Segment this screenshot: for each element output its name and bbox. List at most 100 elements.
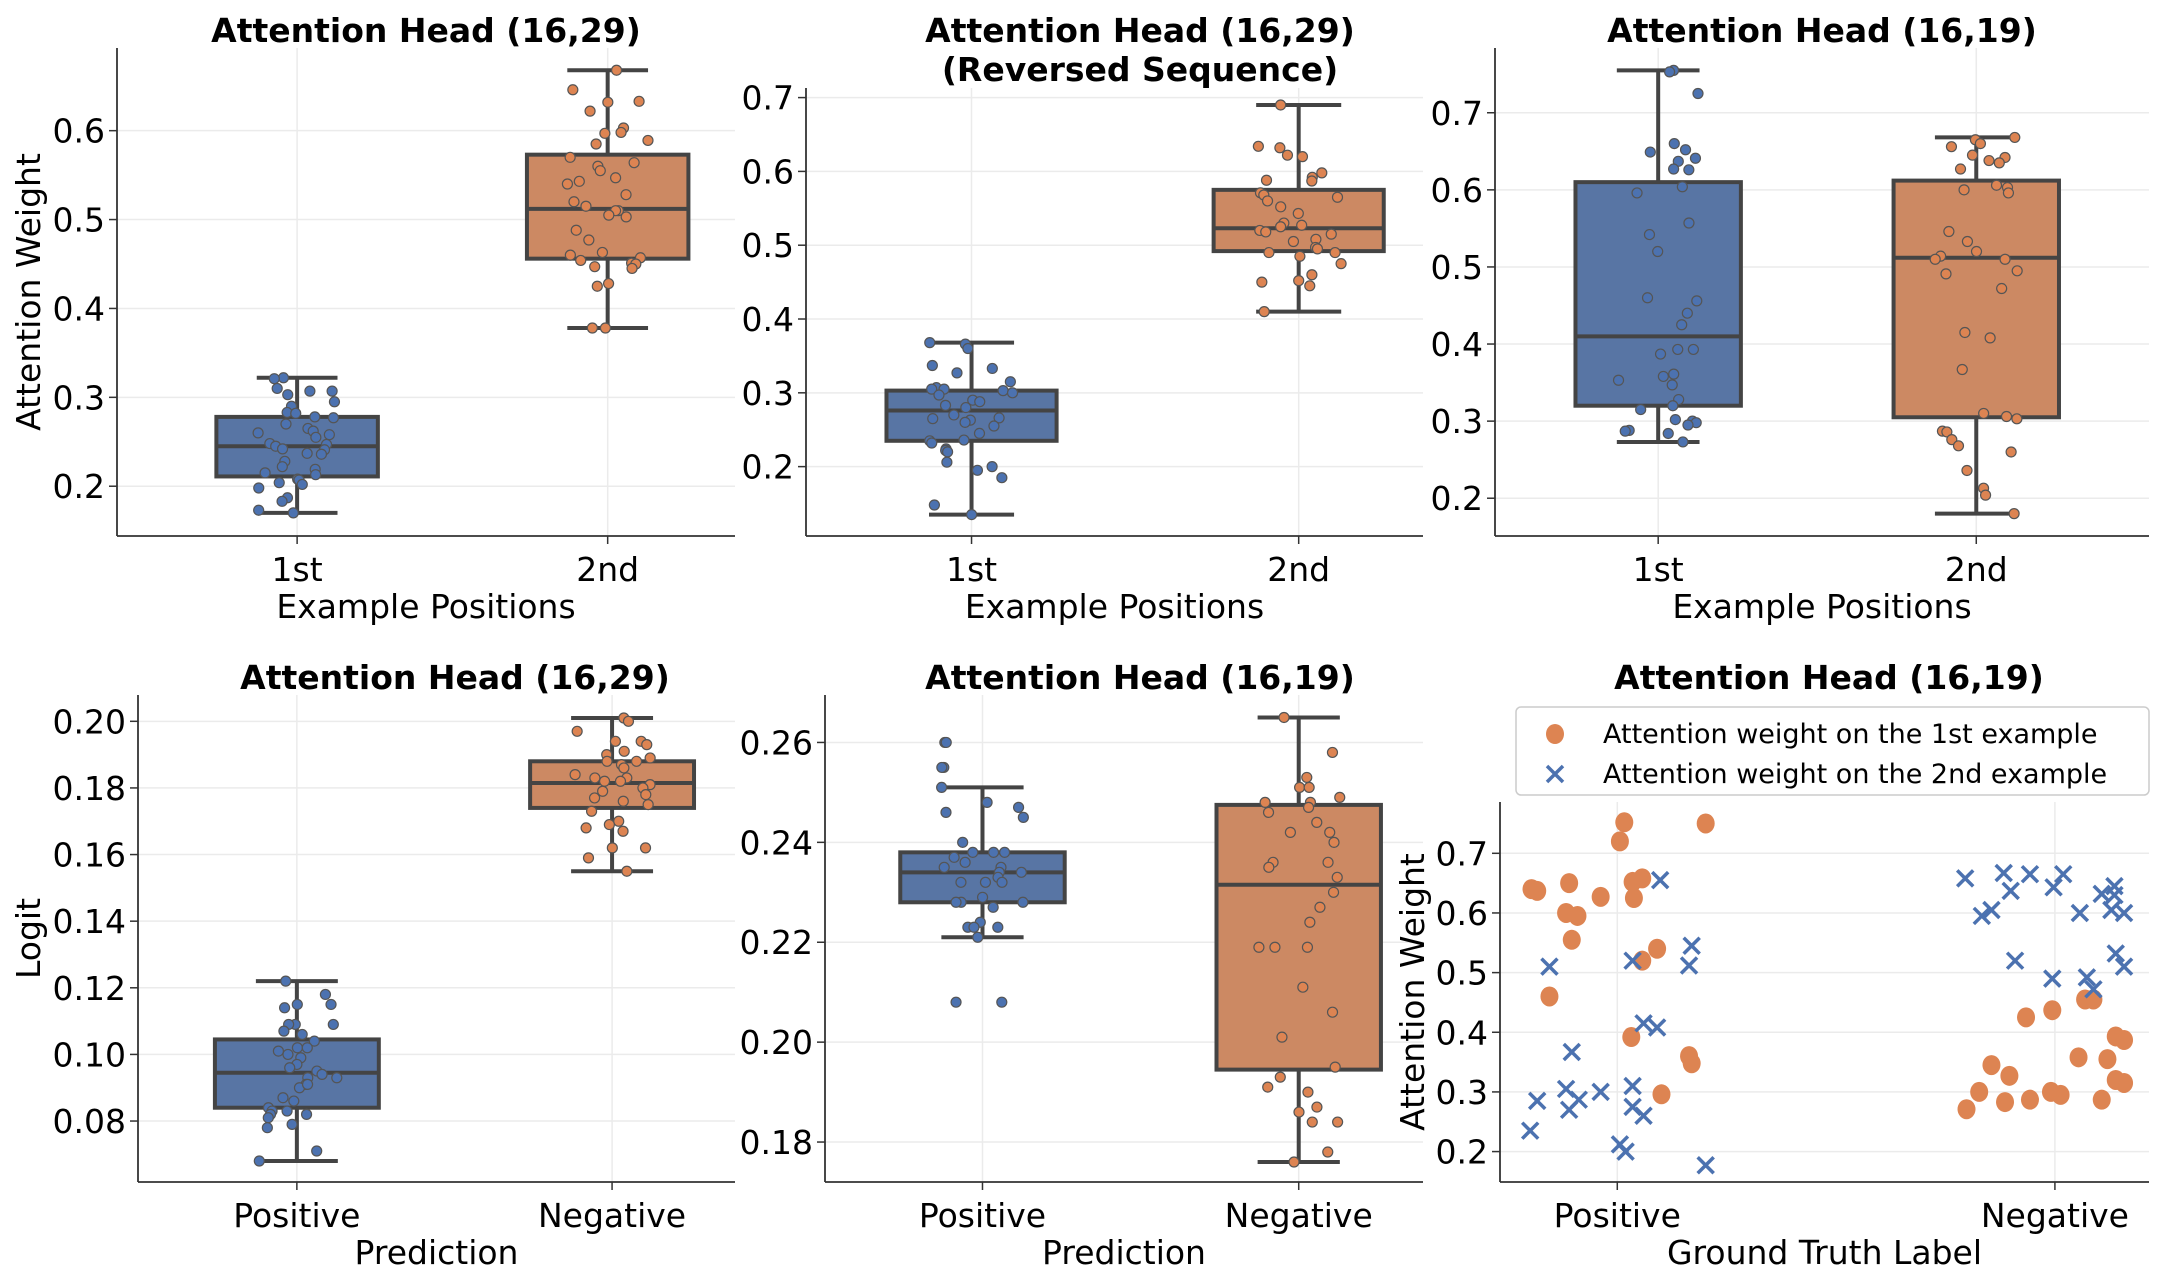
scatter-point — [2084, 989, 2103, 1010]
data-point — [993, 412, 1005, 424]
y-axis-label: Attention Weight — [1393, 853, 1432, 1131]
data-point — [582, 852, 595, 864]
chart-title: Attention Head (16,29) — [240, 658, 670, 697]
data-point — [315, 448, 328, 460]
data-point — [1654, 348, 1667, 360]
data-point — [300, 1108, 313, 1120]
data-point — [2008, 508, 2020, 520]
data-point — [1311, 243, 1324, 255]
data-point — [309, 411, 321, 423]
data-point — [589, 261, 601, 273]
data-point — [955, 876, 967, 888]
data-point — [328, 396, 341, 408]
data-point — [1269, 941, 1281, 953]
box-iqr — [1214, 802, 1383, 1072]
y-tick-label: 0.3 — [53, 378, 105, 417]
data-point — [278, 1002, 291, 1014]
data-point — [253, 504, 265, 516]
y-tick-label: 0.4 — [742, 300, 794, 339]
data-point — [1261, 195, 1274, 207]
data-point — [967, 846, 979, 858]
data-point — [296, 1028, 308, 1041]
scatter-point — [1696, 1156, 1715, 1175]
data-point — [996, 472, 1008, 484]
data-point — [1664, 66, 1676, 78]
data-point — [609, 735, 622, 747]
scatter-point — [1520, 1121, 1540, 1140]
data-point — [1006, 387, 1019, 399]
data-point — [1275, 99, 1287, 111]
data-point — [1683, 217, 1695, 229]
data-point — [291, 998, 303, 1011]
data-point — [1262, 1081, 1274, 1093]
data-point — [273, 477, 285, 489]
data-point — [301, 1078, 314, 1091]
data-point — [1945, 141, 1958, 153]
data-point — [1302, 801, 1315, 813]
legend-x-marker — [1545, 764, 1565, 784]
data-point — [1292, 207, 1304, 220]
data-point — [602, 96, 614, 108]
data-point — [1275, 201, 1287, 213]
x-axis-label: Ground Truth Label — [1667, 1233, 1982, 1272]
scatter-point — [2001, 881, 2020, 901]
data-point — [986, 461, 998, 473]
scatter-point — [1633, 950, 1652, 971]
data-point — [968, 921, 980, 933]
data-point — [259, 467, 271, 479]
data-point — [280, 418, 292, 430]
panel-1: 0.2 0.3 0.4 0.5 0.6 1st 2nd Attention Head (16,… — [9, 11, 735, 626]
panel-2: 0.2 0.3 0.4 0.5 0.6 0.7 1st 2nd Attention Head (… — [742, 11, 1423, 626]
scatter-point — [2114, 957, 2134, 976]
x-axis-label: Example Positions — [1672, 587, 1971, 626]
data-point — [1961, 235, 1974, 248]
data-point — [571, 725, 583, 737]
data-point — [1322, 1146, 1334, 1158]
scatter-point — [2105, 885, 2124, 905]
data-point — [291, 1042, 304, 1054]
data-point — [1301, 771, 1313, 784]
data-point — [1012, 801, 1025, 813]
data-point — [1687, 343, 1699, 356]
data-point — [284, 1062, 296, 1074]
data-point — [639, 842, 652, 854]
data-point — [1256, 276, 1268, 288]
data-point — [626, 262, 638, 275]
scatter-point — [2017, 1007, 2036, 1028]
data-point — [327, 1018, 339, 1031]
scatter-point — [1982, 900, 2001, 920]
scatter-point — [1696, 813, 1715, 834]
data-point — [272, 1045, 285, 1057]
legend: Attention weight on the 1st example Atten… — [1515, 706, 2150, 796]
data-point — [301, 447, 313, 459]
chart-title: Attention Head (16,19) — [1607, 11, 2037, 50]
data-point — [620, 211, 632, 223]
data-point — [628, 157, 640, 169]
data-point — [1952, 440, 1965, 452]
y-tick-label: 0.6 — [1431, 171, 1483, 210]
data-point — [591, 280, 603, 292]
data-point — [1324, 826, 1336, 838]
data-point — [290, 407, 302, 419]
data-point — [1635, 403, 1647, 416]
scatter-point — [1955, 869, 1975, 888]
data-point — [1940, 268, 1952, 280]
data-point — [583, 234, 595, 246]
scatter-point — [1972, 906, 1992, 926]
data-point — [940, 736, 952, 749]
data-point — [1326, 1006, 1339, 1018]
y-tick-label: 0.7 — [1436, 834, 1488, 873]
panel-5: 0.18 0.20 0.22 0.24 0.26 Positive Negative Atte… — [740, 658, 1423, 1272]
data-point — [602, 277, 615, 290]
data-point — [1941, 426, 1953, 438]
data-point — [278, 1025, 290, 1037]
scatter-point — [1982, 1055, 2001, 1076]
scatter-point — [1540, 957, 1559, 976]
y-tick-label: 0.2 — [742, 448, 794, 487]
data-point — [1278, 711, 1290, 724]
x-tick-label: Negative — [1981, 1196, 2129, 1235]
data-point — [589, 772, 601, 784]
x-tick-label: 2nd — [576, 550, 639, 589]
data-point — [926, 359, 938, 372]
data-point — [1643, 228, 1656, 241]
